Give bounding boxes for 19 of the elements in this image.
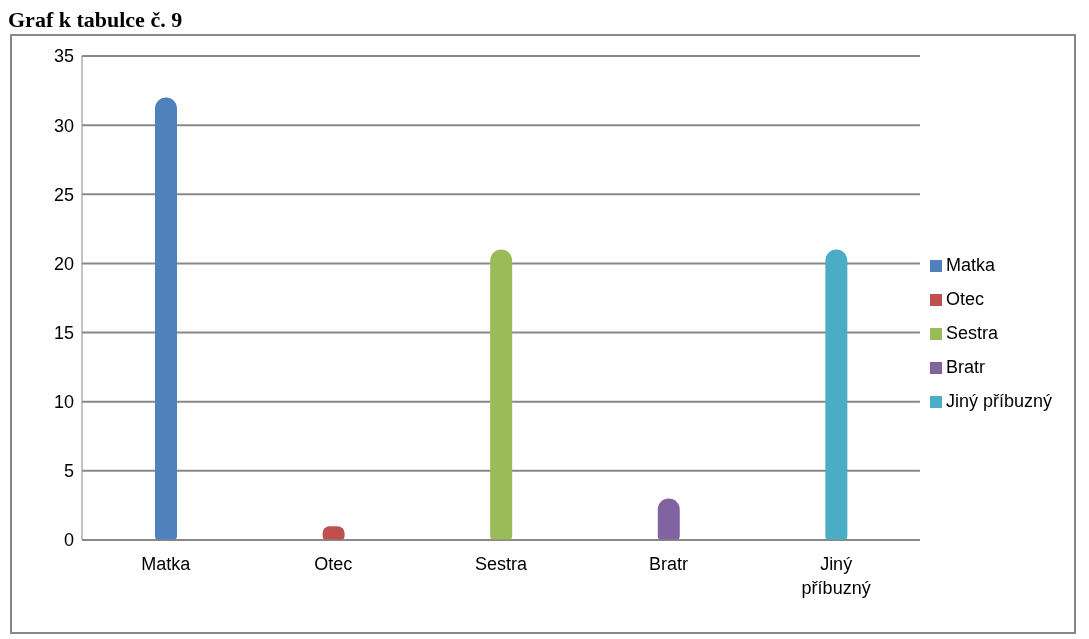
legend-label: Sestra — [945, 323, 998, 343]
legend-label: Otec — [945, 289, 984, 309]
y-tick-label: 30 — [53, 115, 74, 136]
legend-label: Jiný příbuzný — [945, 391, 1052, 411]
y-tick-label: 20 — [53, 253, 74, 274]
x-tick-label: Sestra — [474, 554, 528, 574]
x-tick-label: Matka — [141, 554, 192, 574]
y-tick-label: 0 — [63, 530, 74, 551]
legend-label: Bratr — [945, 357, 985, 377]
x-tick-label: Otec — [314, 554, 353, 574]
legend-label: Matka — [945, 255, 995, 275]
x-tick-label: Jiný příbuzný — [801, 554, 871, 598]
y-tick-label: 15 — [53, 322, 74, 343]
y-tick-label: 10 — [53, 392, 74, 413]
y-tick-label: 25 — [53, 184, 74, 205]
y-tick-label: 35 — [53, 46, 74, 67]
x-tick-label: Bratr — [649, 554, 689, 574]
y-tick-label: 5 — [63, 461, 74, 482]
chart-title: Graf k tabulce č. 9 — [8, 7, 184, 32]
